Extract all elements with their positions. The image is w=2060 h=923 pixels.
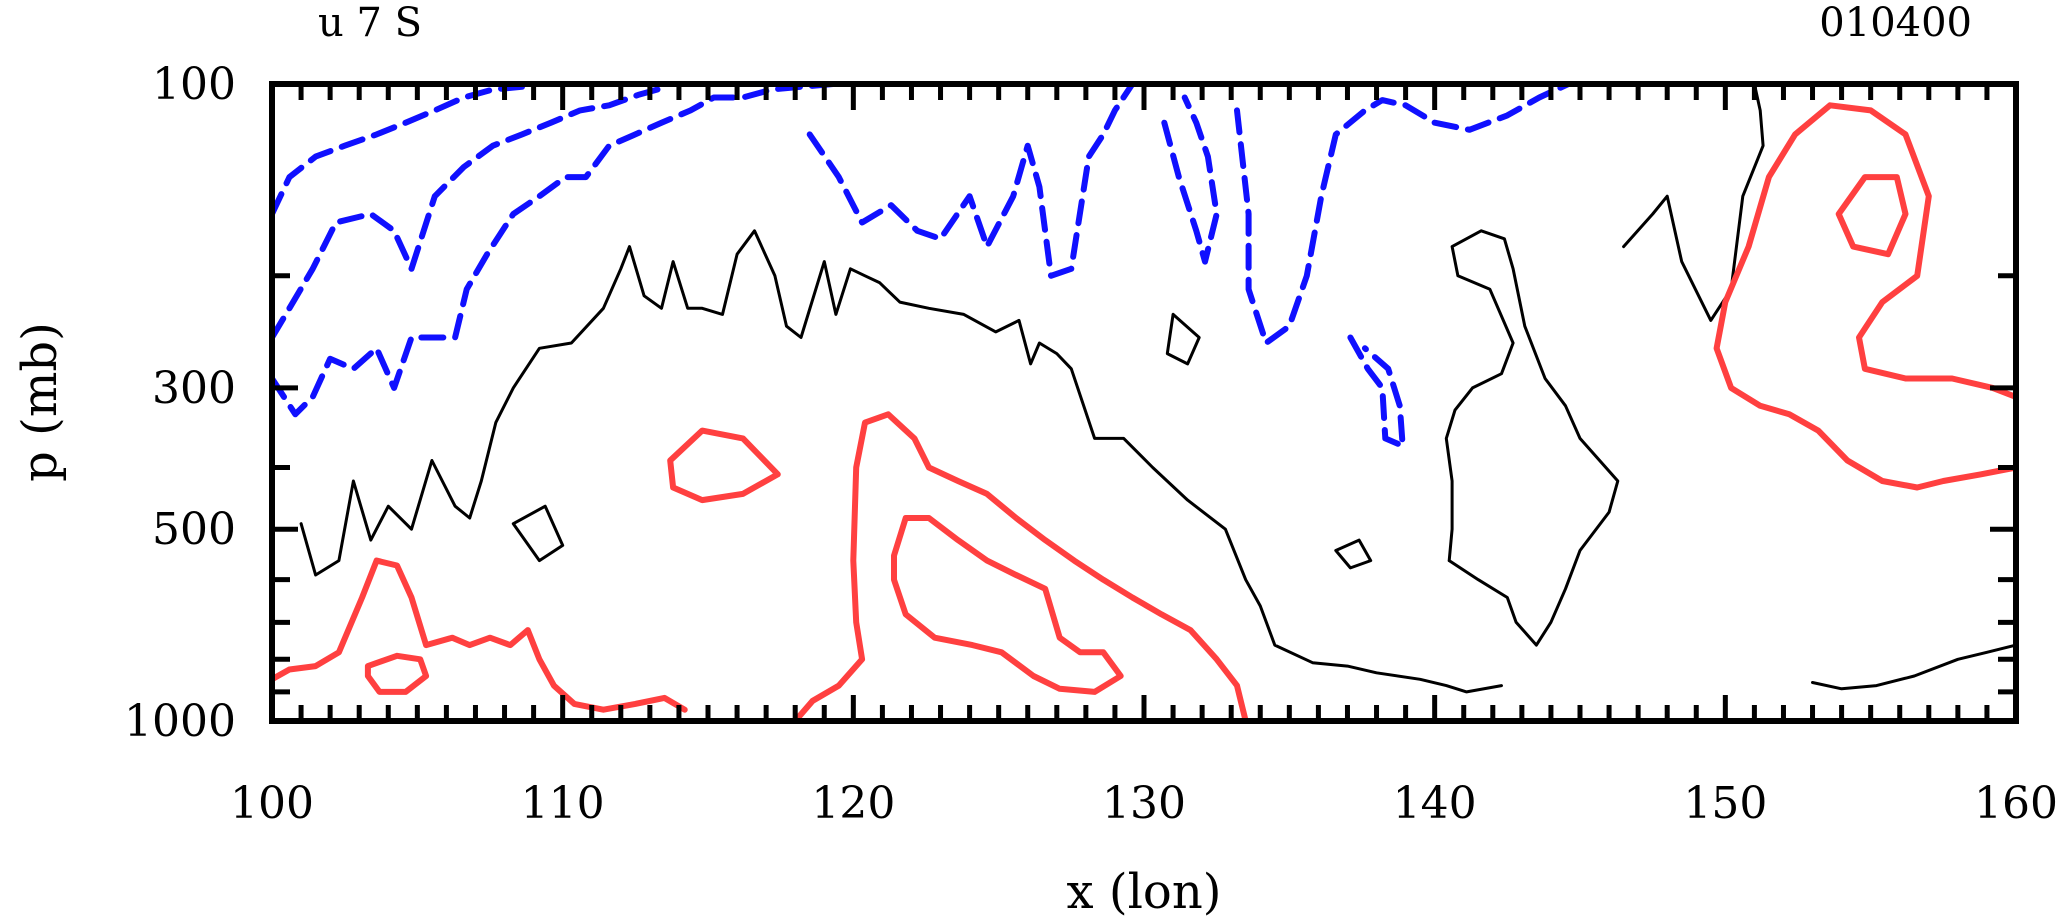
- contour-negative-east-blobs: [1347, 334, 1406, 449]
- x-tick-label: 160: [1974, 778, 2058, 829]
- contour-negative-outer: [269, 81, 836, 418]
- timestamp-label: 010400: [1819, 0, 1972, 46]
- plot-frame: [269, 81, 2019, 724]
- y-tick-labels: 100 300 500 1000: [124, 59, 236, 747]
- contour-lines: [269, 81, 2019, 724]
- contour-negative-east-cell: [1234, 81, 1572, 346]
- y-tick-label: 1000: [124, 696, 236, 747]
- contour-zero-contour-east: [1444, 229, 1620, 647]
- contour-positive-central: [792, 411, 1249, 724]
- x-tick-label: 140: [1393, 778, 1477, 829]
- x-tick-label: 130: [1102, 778, 1186, 829]
- contour-zero-closed-cells: [511, 504, 565, 563]
- contour-zero-closed-cell-central: [1334, 538, 1373, 570]
- contour-positive-ne-inner: [1835, 174, 1909, 258]
- contour-positive-sw-inner: [364, 652, 430, 695]
- x-tick-label: 150: [1683, 778, 1767, 829]
- x-tick-labels: 100 110 120 130 140 150 160: [230, 778, 2058, 829]
- contour-positive-ne: [1713, 102, 2019, 491]
- x-tick-label: 100: [230, 778, 314, 829]
- y-tick-label: 500: [152, 504, 236, 555]
- x-tick-label: 120: [811, 778, 895, 829]
- contour-negative-inner: [269, 83, 525, 217]
- chart-title: u 7 S: [318, 0, 422, 46]
- contour-positive-sw: [269, 557, 688, 713]
- contour-negative-mid-cell: [1161, 94, 1220, 265]
- y-tick-label: 100: [152, 59, 236, 110]
- y-axis-label: p (mb): [12, 322, 68, 482]
- x-tick-label: 110: [521, 778, 605, 829]
- contour-zero-contour-ne: [1622, 82, 1765, 322]
- contour-zero-closed-cell-west-central: [1165, 312, 1201, 366]
- contour-zero-contour-se: [1811, 643, 2018, 691]
- contour-zero-contour: [299, 229, 1503, 694]
- contour-positive-central-inner: [891, 515, 1124, 695]
- y-tick-label: 300: [152, 363, 236, 414]
- contour-positive-mid-west-blob: [667, 427, 781, 504]
- contour-negative-middle: [269, 83, 671, 341]
- contour-negative-central-upper: [806, 81, 1136, 279]
- x-axis-label: x (lon): [1067, 864, 1222, 920]
